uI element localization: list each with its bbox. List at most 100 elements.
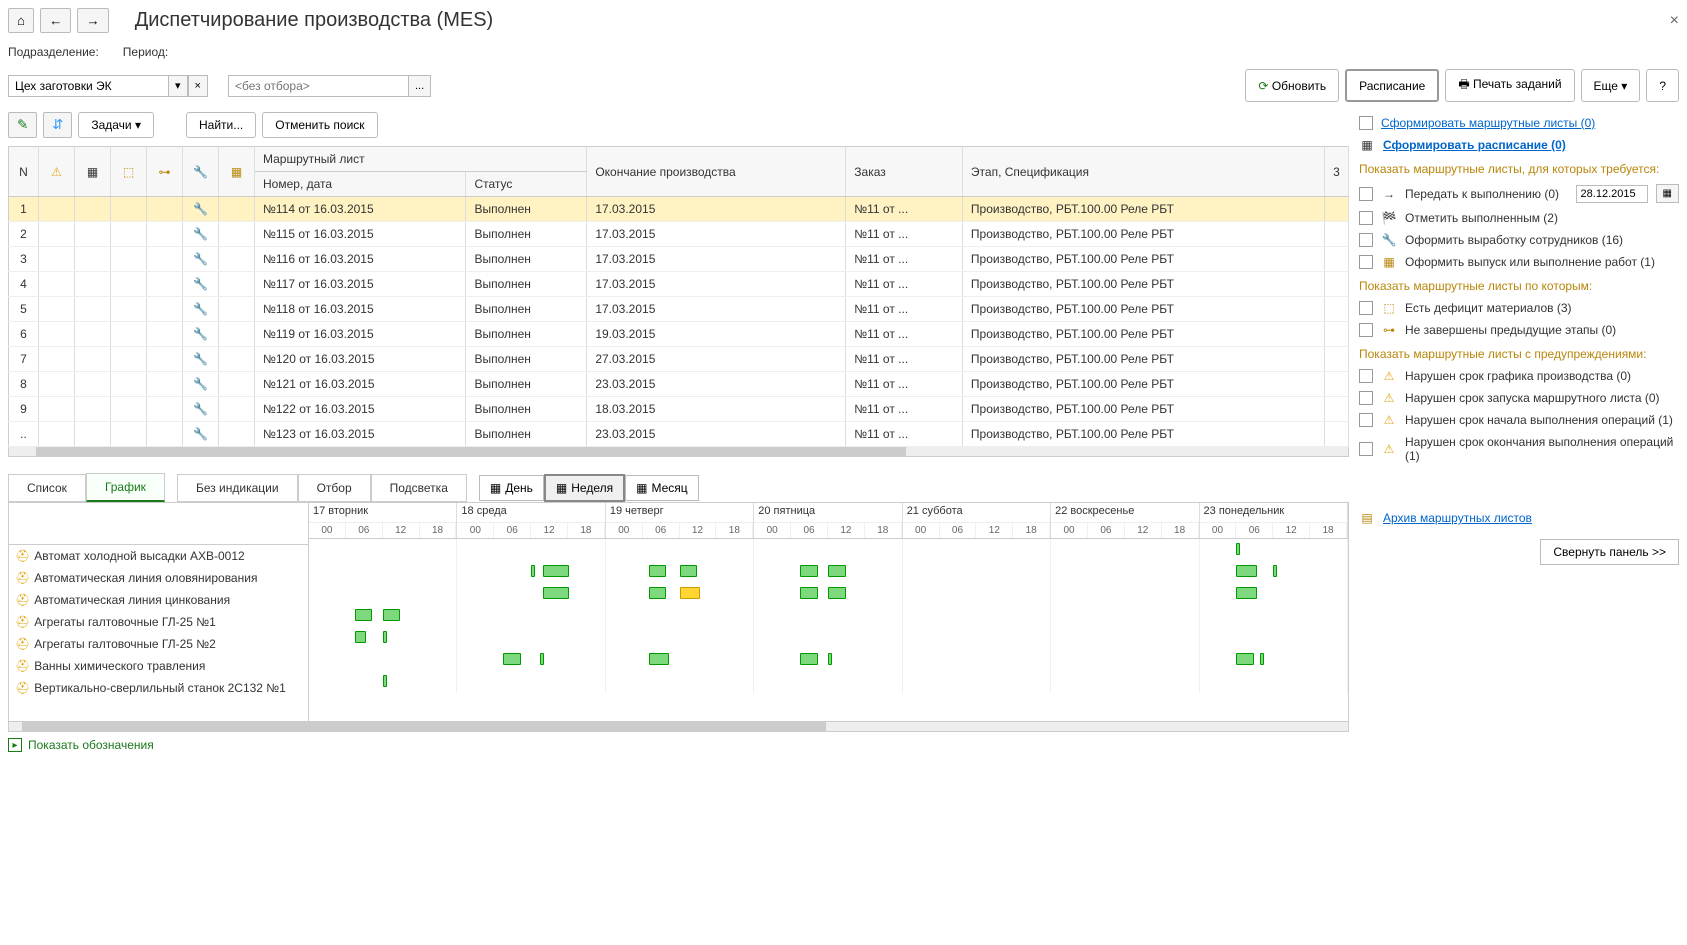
gantt-resource[interactable]: ⛑ Вертикально-сверлильный станок 2С132 №… [9,677,308,699]
date-input[interactable] [1576,185,1648,203]
gantt-bar[interactable] [828,587,846,599]
col-numdate[interactable]: Номер, дата [255,172,466,197]
col-n[interactable]: N [9,147,39,197]
table-row[interactable]: 2🔧№115 от 16.03.2015Выполнен17.03.2015№1… [9,222,1349,247]
home-button[interactable]: ⌂ [8,8,34,33]
gantt-hscroll[interactable] [8,722,1349,732]
gantt-bar[interactable] [680,565,698,577]
gantt-resource[interactable]: ⛑ Агрегаты галтовочные ГЛ-25 №2 [9,633,308,655]
gantt-resource[interactable]: ⛑ Автомат холодной высадки АХВ-0012 [9,545,308,567]
view-month[interactable]: ▦ Месяц [625,475,699,501]
tab-highlight[interactable]: Подсветка [371,474,467,502]
tab-noind[interactable]: Без индикации [177,474,298,502]
link-form-routes[interactable]: Сформировать маршрутные листы (0) [1381,116,1595,130]
period-picker-button[interactable]: ... [408,75,431,97]
table-row[interactable]: 4🔧№117 от 16.03.2015Выполнен17.03.2015№1… [9,272,1349,297]
col-route[interactable]: Маршрутный лист [255,147,587,172]
cancel-search-button[interactable]: Отменить поиск [262,112,377,138]
cb-r7[interactable] [1359,369,1373,383]
col-warn-icon[interactable]: ⚠ [39,147,75,197]
link-archive[interactable]: Архив маршрутных листов [1383,511,1532,525]
gantt-bar[interactable] [355,609,373,621]
gantt-resource[interactable]: ⛑ Агрегаты галтовочные ГЛ-25 №1 [9,611,308,633]
col-box-icon[interactable]: ⬚ [111,147,147,197]
gantt-bar[interactable] [383,609,401,621]
legend-toggle[interactable]: ▸ Показать обозначения [8,738,1349,752]
tasks-button[interactable]: Задачи ▾ [78,112,154,138]
col-status[interactable]: Статус [466,172,587,197]
col-wrench-icon[interactable]: 🔧 [183,147,219,197]
gantt-bar[interactable] [649,587,667,599]
col-stage[interactable]: Этап, Спецификация [962,147,1324,197]
table-row[interactable]: 1🔧№114 от 16.03.2015Выполнен17.03.2015№1… [9,197,1349,222]
tab-list[interactable]: Список [8,474,86,502]
gantt-bar[interactable] [543,565,570,577]
link-form-schedule[interactable]: Сформировать расписание (0) [1383,138,1566,152]
gantt-bar[interactable] [1236,587,1257,599]
gantt-bar[interactable] [1260,653,1264,665]
table-row[interactable]: 3🔧№116 от 16.03.2015Выполнен17.03.2015№1… [9,247,1349,272]
close-icon[interactable]: × [1670,12,1679,30]
gantt-bar[interactable] [543,587,570,599]
table-hscroll[interactable] [8,447,1349,457]
table-row[interactable]: 8🔧№121 от 16.03.2015Выполнен23.03.2015№1… [9,372,1349,397]
refresh-button[interactable]: ⟳ Обновить [1245,69,1339,102]
cb-r6[interactable] [1359,323,1373,337]
gantt-bar[interactable] [800,587,818,599]
cb-r5[interactable] [1359,301,1373,315]
gantt-bar[interactable] [1236,565,1257,577]
gantt-bar[interactable] [531,565,535,577]
table-row[interactable]: ..🔧№123 от 16.03.2015Выполнен23.03.2015№… [9,422,1349,447]
edit-button[interactable]: ✎ [8,112,37,138]
col-count[interactable]: 3 [1325,147,1349,197]
gantt-bar[interactable] [828,565,846,577]
tab-chart[interactable]: График [86,473,165,502]
cb-r8[interactable] [1359,391,1373,405]
gantt-bar[interactable] [383,631,387,643]
cb-form-routes[interactable] [1359,116,1373,130]
tab-filter[interactable]: Отбор [298,474,371,502]
gantt-bar[interactable] [1236,543,1240,555]
gantt-bar[interactable] [649,653,670,665]
table-row[interactable]: 7🔧№120 от 16.03.2015Выполнен27.03.2015№1… [9,347,1349,372]
cb-r10[interactable] [1359,442,1373,456]
gantt-resource[interactable]: ⛑ Ванны химического травления [9,655,308,677]
cb-r1[interactable] [1359,187,1373,201]
gantt-bar[interactable] [355,631,367,643]
col-cal-icon[interactable]: ▦ [75,147,111,197]
col-end[interactable]: Окончание производства [587,147,846,197]
cb-r3[interactable] [1359,233,1373,247]
schedule-button[interactable]: Расписание [1345,69,1439,102]
cb-r4[interactable] [1359,255,1373,269]
gantt-resource[interactable]: ⛑ Автоматическая линия оловянирования [9,567,308,589]
table-row[interactable]: 9🔧№122 от 16.03.2015Выполнен18.03.2015№1… [9,397,1349,422]
gantt-bar[interactable] [540,653,544,665]
date-picker-button[interactable]: ▦ [1656,184,1679,203]
table-row[interactable]: 6🔧№119 от 16.03.2015Выполнен19.03.2015№1… [9,322,1349,347]
gantt-bar[interactable] [680,587,701,599]
gantt-bar[interactable] [503,653,521,665]
find-button[interactable]: Найти... [186,112,256,138]
gantt-bar[interactable] [800,653,818,665]
col-order[interactable]: Заказ [846,147,963,197]
cb-r9[interactable] [1359,413,1373,427]
gantt-bar[interactable] [649,565,667,577]
gantt-bar[interactable] [1273,565,1277,577]
gantt-bar[interactable] [800,565,818,577]
col-arrow-icon[interactable]: ⊶ [147,147,183,197]
collapse-panel-button[interactable]: Свернуть панель >> [1540,539,1679,565]
cb-r2[interactable] [1359,211,1373,225]
dept-dropdown-button[interactable]: ▾ [168,75,188,97]
gantt-bar[interactable] [1236,653,1254,665]
dept-input[interactable] [8,75,168,97]
col-grid-icon[interactable]: ▦ [219,147,255,197]
gantt-resource[interactable]: ⛑ Автоматическая линия цинкования [9,589,308,611]
gantt-bar[interactable] [828,653,832,665]
print-button[interactable]: 🖶 Печать заданий [1445,69,1574,102]
view-day[interactable]: ▦ День [479,475,544,501]
period-input[interactable] [228,75,408,97]
forward-button[interactable]: → [77,8,108,33]
help-button[interactable]: ? [1646,69,1679,102]
view-week[interactable]: ▦ Неделя [544,474,625,502]
dept-clear-button[interactable]: × [188,75,208,97]
